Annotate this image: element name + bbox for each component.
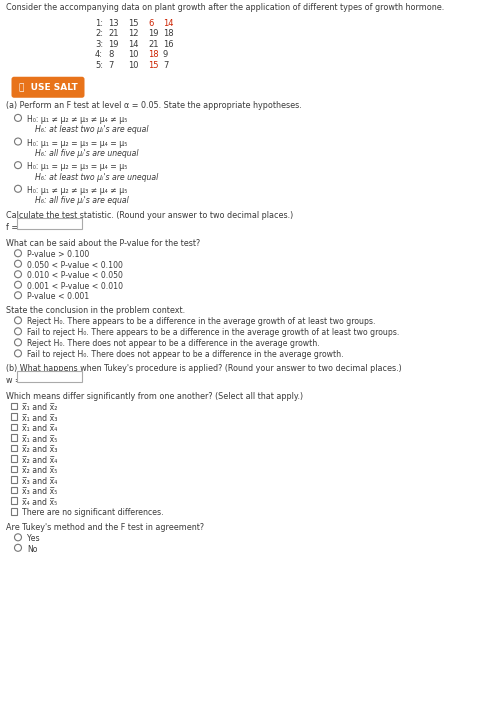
Text: x̅₂ and x̅₅: x̅₂ and x̅₅ — [22, 466, 57, 475]
Text: 1:: 1: — [95, 19, 103, 27]
Bar — [11, 435, 17, 441]
Text: 10: 10 — [128, 50, 138, 59]
Text: No: No — [27, 545, 37, 554]
Text: 6: 6 — [148, 19, 153, 27]
Text: P-value < 0.001: P-value < 0.001 — [27, 292, 89, 301]
Text: x̅₃ and x̅₅: x̅₃ and x̅₅ — [22, 487, 57, 496]
Bar — [11, 487, 17, 493]
Text: Which means differ significantly from one another? (Select all that apply.): Which means differ significantly from on… — [6, 392, 303, 401]
Bar — [11, 456, 17, 462]
Bar — [11, 403, 17, 410]
Bar — [17, 218, 82, 229]
Bar — [11, 414, 17, 420]
Text: Reject H₀. There appears to be a difference in the average growth of at least tw: Reject H₀. There appears to be a differe… — [27, 317, 376, 327]
Text: Consider the accompanying data on plant growth after the application of differen: Consider the accompanying data on plant … — [6, 3, 444, 12]
Text: 0.010 < P-value < 0.050: 0.010 < P-value < 0.050 — [27, 271, 123, 280]
Text: 14: 14 — [128, 40, 138, 49]
Bar — [11, 466, 17, 472]
Text: Reject H₀. There does not appear to be a difference in the average growth.: Reject H₀. There does not appear to be a… — [27, 340, 320, 348]
Text: 7: 7 — [163, 61, 168, 70]
Text: 21: 21 — [108, 30, 118, 38]
Text: 21: 21 — [148, 40, 159, 49]
Text: (a) Perform an F test at level α = 0.05. State the appropriate hypotheses.: (a) Perform an F test at level α = 0.05.… — [6, 101, 302, 110]
Text: (b) What happens when Tukey's procedure is applied? (Round your answer to two de: (b) What happens when Tukey's procedure … — [6, 364, 402, 373]
Text: 0.050 < P-value < 0.100: 0.050 < P-value < 0.100 — [27, 261, 123, 270]
Text: w =: w = — [6, 376, 22, 385]
Text: 4:: 4: — [95, 50, 103, 59]
Text: Fail to reject H₀. There does not appear to be a difference in the average growt: Fail to reject H₀. There does not appear… — [27, 350, 344, 359]
Text: H₀: μ₁ = μ₂ = μ₃ = μ₄ = μ₅: H₀: μ₁ = μ₂ = μ₃ = μ₄ = μ₅ — [27, 162, 127, 171]
Text: H₀: μ₁ ≠ μ₂ ≠ μ₃ ≠ μ₄ ≠ μ₅: H₀: μ₁ ≠ μ₂ ≠ μ₃ ≠ μ₄ ≠ μ₅ — [27, 115, 127, 124]
Text: H₆: at least two μᵢ's are equal: H₆: at least two μᵢ's are equal — [35, 125, 148, 134]
Text: P-value > 0.100: P-value > 0.100 — [27, 250, 89, 260]
Bar — [11, 445, 17, 451]
Text: 10: 10 — [128, 61, 138, 70]
Text: What can be said about the P-value for the test?: What can be said about the P-value for t… — [6, 239, 200, 248]
Bar — [11, 497, 17, 504]
Text: 0.001 < P-value < 0.010: 0.001 < P-value < 0.010 — [27, 282, 123, 291]
Text: x̅₁ and x̅₄: x̅₁ and x̅₄ — [22, 424, 57, 433]
Text: H₆: at least two μᵢ's are unequal: H₆: at least two μᵢ's are unequal — [35, 172, 158, 182]
Text: x̅₂ and x̅₄: x̅₂ and x̅₄ — [22, 456, 57, 465]
Text: 9: 9 — [163, 50, 168, 59]
Bar — [17, 371, 82, 382]
Text: 13: 13 — [108, 19, 119, 27]
Bar — [11, 424, 17, 430]
Text: There are no significant differences.: There are no significant differences. — [22, 508, 164, 517]
Text: 8: 8 — [108, 50, 113, 59]
Text: ⎙  USE SALT: ⎙ USE SALT — [19, 83, 78, 92]
Text: H₆: all five μᵢ's are equal: H₆: all five μᵢ's are equal — [35, 196, 129, 205]
Text: H₀: μ₁ = μ₂ = μ₃ = μ₄ = μ₅: H₀: μ₁ = μ₂ = μ₃ = μ₄ = μ₅ — [27, 138, 127, 148]
Text: 19: 19 — [148, 30, 159, 38]
Text: Fail to reject H₀. There appears to be a difference in the average growth of at : Fail to reject H₀. There appears to be a… — [27, 328, 399, 337]
Text: x̅₂ and x̅₃: x̅₂ and x̅₃ — [22, 446, 57, 454]
FancyBboxPatch shape — [11, 76, 84, 98]
Text: 15: 15 — [148, 61, 159, 70]
Text: f =: f = — [6, 223, 18, 232]
Text: 7: 7 — [108, 61, 113, 70]
Text: 5:: 5: — [95, 61, 103, 70]
Text: 2:: 2: — [95, 30, 103, 38]
Text: x̅₁ and x̅₃: x̅₁ and x̅₃ — [22, 414, 57, 423]
Text: 3:: 3: — [95, 40, 103, 49]
Text: 12: 12 — [128, 30, 138, 38]
Text: x̅₄ and x̅₅: x̅₄ and x̅₅ — [22, 497, 57, 507]
Text: x̅₁ and x̅₅: x̅₁ and x̅₅ — [22, 435, 57, 443]
Text: x̅₃ and x̅₄: x̅₃ and x̅₄ — [22, 477, 57, 486]
Text: 18: 18 — [163, 30, 174, 38]
Text: Are Tukey's method and the F test in agreement?: Are Tukey's method and the F test in agr… — [6, 523, 204, 532]
Text: Yes: Yes — [27, 534, 40, 544]
Text: 18: 18 — [148, 50, 159, 59]
Text: H₆: all five μᵢ's are unequal: H₆: all five μᵢ's are unequal — [35, 149, 138, 158]
Text: 19: 19 — [108, 40, 118, 49]
Bar — [11, 477, 17, 483]
Text: 16: 16 — [163, 40, 174, 49]
Text: Calculate the test statistic. (Round your answer to two decimal places.): Calculate the test statistic. (Round you… — [6, 211, 293, 221]
Text: H₀: μ₁ ≠ μ₂ ≠ μ₃ ≠ μ₄ ≠ μ₅: H₀: μ₁ ≠ μ₂ ≠ μ₃ ≠ μ₄ ≠ μ₅ — [27, 186, 127, 195]
Text: 15: 15 — [128, 19, 138, 27]
Text: 14: 14 — [163, 19, 173, 27]
Text: State the conclusion in the problem context.: State the conclusion in the problem cont… — [6, 306, 185, 315]
Bar — [11, 508, 17, 515]
Text: x̅₁ and x̅₂: x̅₁ and x̅₂ — [22, 403, 57, 412]
